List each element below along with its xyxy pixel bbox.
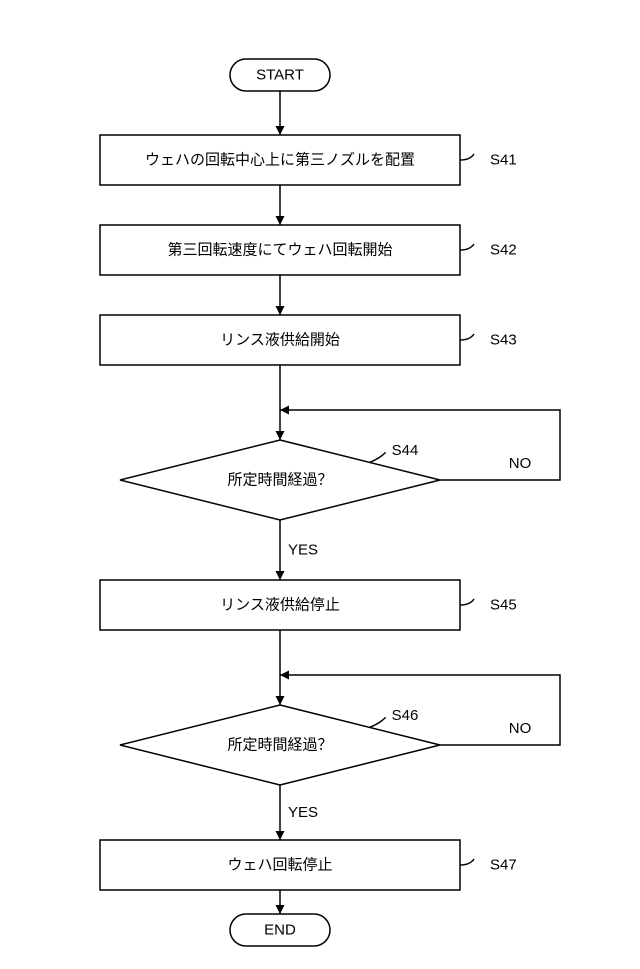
- s45-step-connector: [460, 599, 474, 605]
- s43-label: リンス液供給開始: [220, 332, 340, 349]
- s44-step: S44: [392, 442, 419, 459]
- end-label: END: [264, 922, 296, 939]
- start-label: START: [256, 67, 304, 84]
- s41-step: S41: [490, 152, 517, 169]
- s44-step-connector: [370, 452, 386, 462]
- s44-label: 所定時間経過？: [227, 472, 332, 489]
- s43-step-connector: [460, 334, 474, 340]
- s46-step-connector: [370, 717, 386, 727]
- s41-label: ウェハの回転中心上に第三ノズルを配置: [145, 151, 415, 169]
- flowchart-diagram: START ウェハの回転中心上に第三ノズルを配置 S41 第三回転速度にてウェハ回転開…: [0, 0, 640, 964]
- s42-label: 第三回転速度にてウェハ回転開始: [167, 241, 392, 259]
- s44-no: NO: [509, 455, 532, 472]
- s47-label: ウェハ回転停止: [227, 857, 332, 874]
- s46-no: NO: [509, 720, 532, 737]
- s47-step: S47: [490, 857, 517, 874]
- s45-step: S45: [490, 597, 517, 614]
- s42-step-connector: [460, 244, 474, 250]
- s42-step: S42: [490, 242, 517, 259]
- s45-label: リンス液供給停止: [220, 597, 340, 614]
- s41-step-connector: [460, 154, 474, 160]
- s43-step: S43: [490, 332, 517, 349]
- s44-yes: YES: [288, 542, 318, 559]
- s46-label: 所定時間経過？: [227, 737, 332, 754]
- s47-step-connector: [460, 859, 474, 865]
- s46-yes: YES: [288, 804, 318, 821]
- s46-step: S46: [392, 707, 419, 724]
